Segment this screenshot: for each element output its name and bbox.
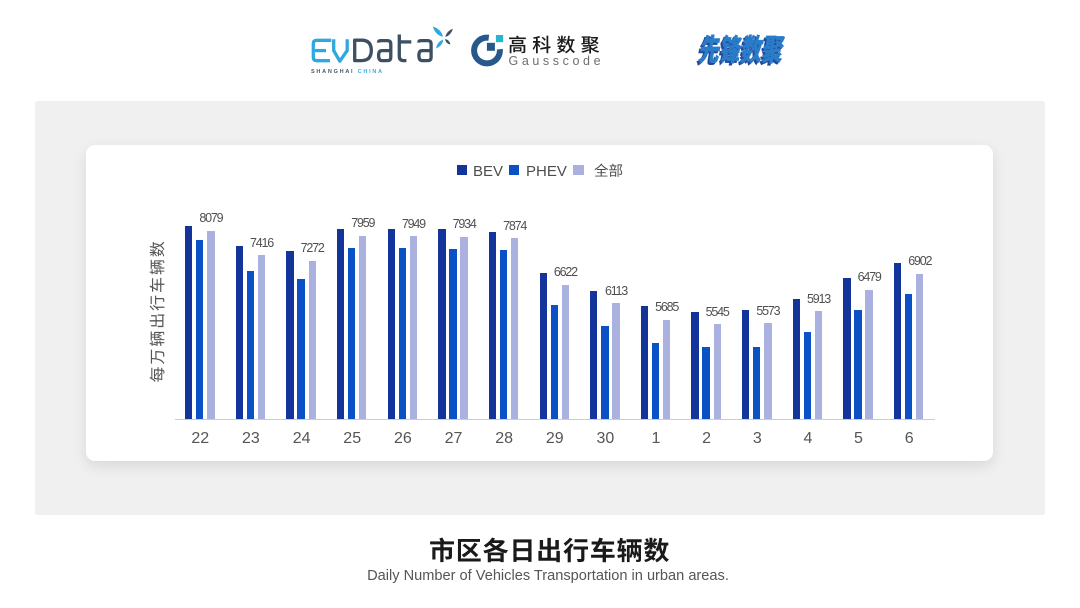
- svg-text:SHANGHAI CHINA: SHANGHAI CHINA: [311, 69, 384, 75]
